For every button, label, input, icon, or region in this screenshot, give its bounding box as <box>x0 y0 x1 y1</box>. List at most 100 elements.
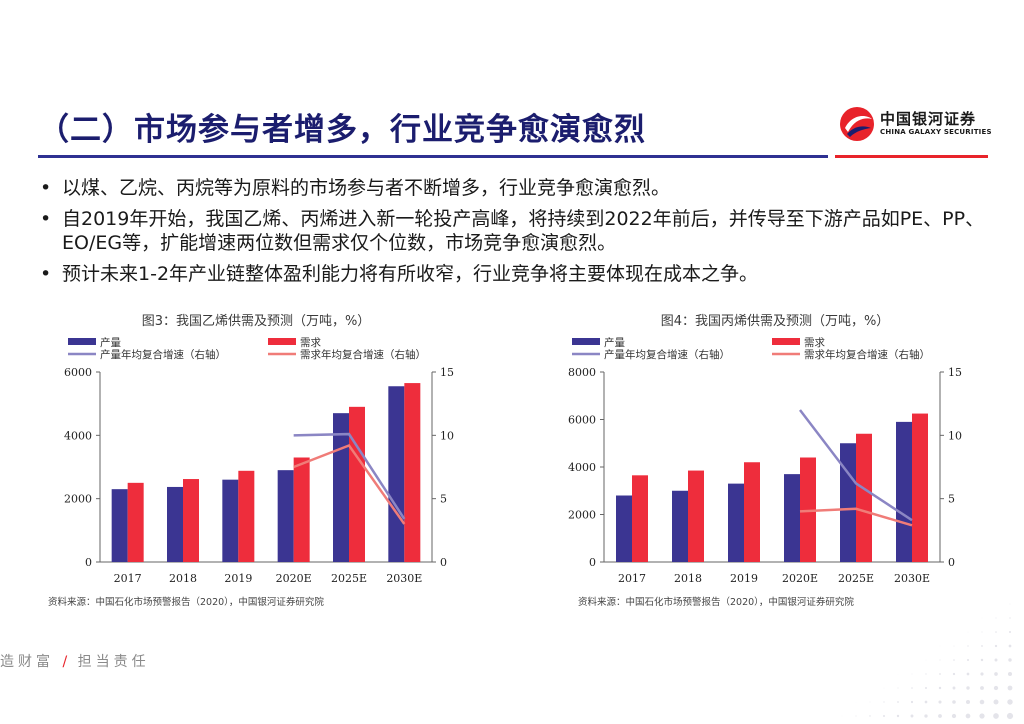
decor-dot <box>855 715 857 717</box>
legend-label: 产量 <box>604 336 625 349</box>
decor-dot <box>924 700 928 704</box>
decor-dot <box>980 686 984 690</box>
decor-dot <box>995 631 997 633</box>
legend-label: 产量年均复合增速（右轴） <box>100 348 226 361</box>
bullet-item: 预计未来1-2年产业链整体盈利能力将有所收窄，行业竞争将主要体现在成本之争。 <box>38 262 988 286</box>
decor-dot <box>883 687 885 689</box>
x-tick-label: 2030E <box>894 572 930 585</box>
bar-production <box>672 490 688 562</box>
decor-dot <box>953 645 955 647</box>
decor-dot <box>1006 712 1014 720</box>
decor-dot <box>994 644 998 648</box>
decor-dot <box>896 714 900 718</box>
footer-slogan: 造财富 / 担当责任 <box>0 651 150 671</box>
decor-dot <box>939 659 941 661</box>
logo-emblem-icon <box>840 107 874 141</box>
y2-tick-label: 0 <box>440 556 447 569</box>
legend-label: 需求 <box>300 337 321 349</box>
line-production-cagr <box>293 432 406 520</box>
decor-dot <box>952 686 956 690</box>
company-logo: 中国银河证券 CHINA GALAXY SECURITIES <box>836 104 996 144</box>
decor-dot <box>1009 603 1011 605</box>
y-tick-label: 2000 <box>64 493 92 506</box>
line-demand-cagr <box>799 507 913 527</box>
decor-dot <box>965 713 971 719</box>
bar-production <box>840 443 856 562</box>
y-tick-label: 6000 <box>64 366 92 379</box>
slogan-left: 造财富 <box>0 654 54 670</box>
x-tick-label: 2030E <box>386 572 422 585</box>
legend-label: 需求年均复合增速（右轴） <box>300 348 426 361</box>
bullet-item: 自2019年开始，我国乙烯、丙烯进入新一轮投产高峰，将持续到2022年前后，并传… <box>38 207 988 255</box>
decor-dot <box>910 714 914 718</box>
decor-dot <box>925 673 927 675</box>
decor-dot <box>981 631 983 633</box>
decor-dot <box>966 672 970 676</box>
decor-dot <box>953 659 955 661</box>
x-tick-label: 2019 <box>730 572 758 585</box>
x-tick-label: 2020E <box>276 572 312 585</box>
bar-demand <box>688 470 704 562</box>
chart-source: 资料来源：中国石化市场预警报告（2020），中国银河证券研究院 <box>578 597 854 608</box>
legend-swatch <box>68 338 96 345</box>
decor-dot <box>993 713 999 719</box>
decor-dot <box>925 659 927 661</box>
decor-dot <box>1008 644 1012 648</box>
decor-dot <box>1007 685 1013 691</box>
decor-dot <box>1008 630 1012 634</box>
bar-demand <box>856 433 872 562</box>
y-tick-label: 6000 <box>568 414 596 427</box>
line-demand-cagr <box>293 443 406 525</box>
decor-dot <box>994 658 998 662</box>
legend-swatch <box>268 338 296 345</box>
decor-dot <box>951 713 957 719</box>
x-tick-label: 2025E <box>838 572 874 585</box>
legend-label: 产量年均复合增速（右轴） <box>604 348 730 361</box>
decor-dot <box>952 700 956 704</box>
bar-demand <box>238 470 255 562</box>
decor-dot <box>869 701 871 703</box>
bar-production <box>616 495 632 562</box>
slogan-separator: / <box>62 654 70 670</box>
decor-dot <box>965 699 971 705</box>
propylene-chart-panel: 图4：我国丙烯供需及预测（万吨，%） 产量 需求产量年均复合增速（右轴） 需求年均复… <box>560 296 990 616</box>
chart-title: 图4：我国丙烯供需及预测（万吨，%） <box>660 314 890 329</box>
decor-dot <box>979 699 985 705</box>
chart-title: 图3：我国乙烯供需及预测（万吨，%） <box>141 314 371 329</box>
legend-swatch <box>572 338 600 345</box>
bar-demand <box>912 413 928 562</box>
logo-chinese-text: 中国银河证券 <box>880 110 977 128</box>
decor-dot <box>966 686 970 690</box>
decor-dot <box>925 687 927 689</box>
y2-tick-label: 10 <box>948 429 962 442</box>
bar-production <box>784 474 800 562</box>
decor-dot <box>897 701 899 703</box>
y-tick-label: 2000 <box>568 509 596 522</box>
decor-dot <box>967 631 969 633</box>
bar-demand <box>183 479 199 562</box>
bar-production <box>728 483 744 562</box>
x-tick-label: 2019 <box>224 572 252 585</box>
decor-dot <box>1009 617 1011 619</box>
line-production-cagr <box>799 409 913 522</box>
bullet-item: 以煤、乙烷、丙烷等为原料的市场参与者不断增多，行业竞争愈演愈烈。 <box>38 176 988 200</box>
bar-demand <box>349 406 365 562</box>
bar-production <box>277 470 294 562</box>
x-tick-label: 2025E <box>331 572 367 585</box>
decor-dot <box>924 714 928 718</box>
legend-swatch <box>772 338 800 345</box>
decor-dot <box>841 715 843 717</box>
bar-demand <box>744 462 760 562</box>
legend-label: 需求年均复合增速（右轴） <box>804 348 930 361</box>
y-tick-label: 4000 <box>568 461 596 474</box>
y2-tick-label: 0 <box>948 556 955 569</box>
chart-source: 资料来源：中国石化市场预警报告（2020），中国银河证券研究院 <box>48 597 324 608</box>
slogan-right: 担当责任 <box>77 654 150 670</box>
legend-label: 需求 <box>804 337 825 349</box>
decor-dot <box>952 672 956 676</box>
decor-dot <box>993 699 999 705</box>
decor-dot <box>911 673 913 675</box>
decor-dot <box>911 687 913 689</box>
